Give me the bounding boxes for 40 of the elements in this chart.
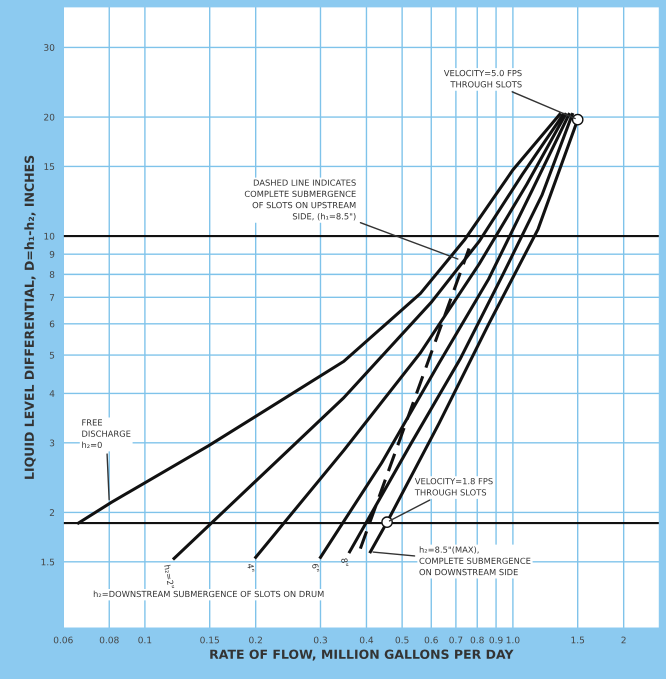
x-tick-label: 0.2 (249, 636, 262, 644)
y-tick-label: 8 (50, 271, 54, 278)
x-axis-title: RATE OF FLOW, MILLION GALLONS PER DAY (210, 650, 514, 661)
text: 8" (340, 558, 349, 567)
y-axis-title: LIQUID LEVEL DIFFERENTIAL, D=h₁-h₂, INCHES (24, 156, 36, 479)
text: 4" (247, 563, 254, 572)
y-tick-label: 7 (50, 294, 54, 301)
x-tick-label: 0.5 (396, 636, 409, 644)
x-tick-label: 0.15 (200, 636, 219, 644)
y-tick-label: 1.5 (42, 558, 54, 566)
x-tick-label: 0.06 (54, 636, 73, 644)
x-tick-label: 0.4 (360, 636, 374, 644)
annotation: FREE DISCHARGE h₂=0 (82, 419, 130, 448)
y-tick-label: 5 (50, 352, 54, 359)
y-tick-label: 10 (44, 232, 54, 240)
y-tick-label: 9 (50, 250, 54, 258)
text: 6" (312, 563, 320, 572)
y-tick-label: 3 (50, 440, 54, 446)
x-tick-label: 0.3 (314, 636, 327, 644)
y-tick-label: 30 (44, 44, 54, 51)
text: h₂=2" (164, 564, 174, 589)
x-tick-label: 0.6 (424, 636, 438, 644)
x-tick-label: 0.9 (489, 636, 503, 644)
annotation: DASHED LINE INDICATES COMPLETE SUBMERGENCE OF SLOTS ON UPSTREAM SIDE, (h₁=8.5") (244, 179, 356, 220)
y-tick-label: 6 (50, 320, 54, 328)
x-tick-label: 2 (621, 636, 626, 644)
x-tick-label: 0.8 (470, 636, 484, 644)
annotation: VELOCITY=1.8 FPS THROUGH SLOTS (414, 478, 493, 496)
y-tick-label: 2 (50, 509, 54, 516)
y-tick-label: 20 (44, 114, 54, 121)
x-tick-label: 0.1 (138, 636, 152, 644)
y-tick-label: 15 (44, 163, 54, 170)
x-tick-label: 1.0 (506, 636, 520, 644)
x-tick-label: 0.7 (449, 636, 462, 644)
y-tick-label: 4 (50, 390, 54, 397)
x-tick-label: 1.5 (572, 636, 584, 644)
annotation: VELOCITY=5.0 FPS THROUGH SLOTS (444, 70, 522, 88)
x-tick-label: 0.08 (100, 636, 119, 644)
annotation: h₂=8.5"(MAX), COMPLETE SUBMERGENCE ON DOWNSTREAM SIDE (419, 546, 530, 576)
annotation: h₂=DOWNSTREAM SUBMERGENCE OF SLOTS ON DRUM (94, 590, 324, 598)
